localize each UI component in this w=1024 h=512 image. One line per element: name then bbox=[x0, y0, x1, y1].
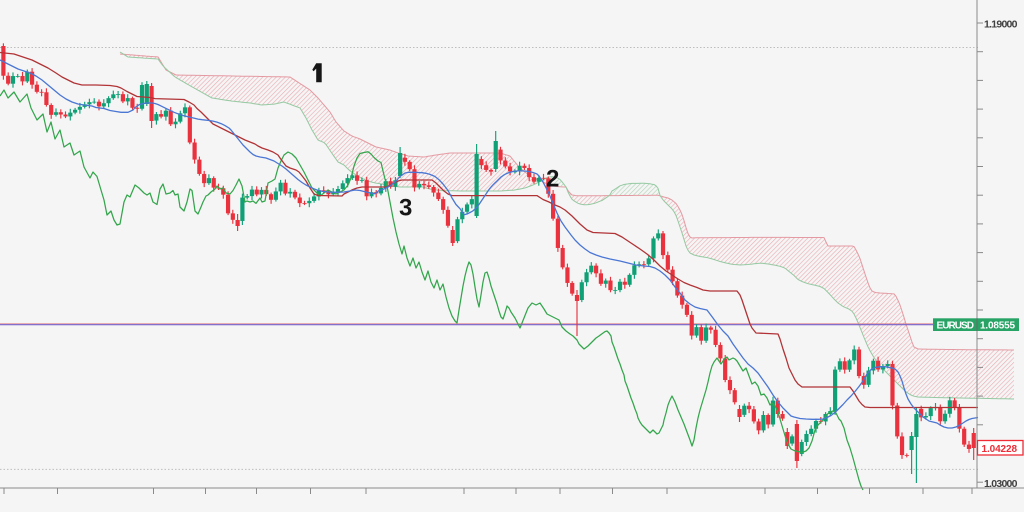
svg-text:EURUSD: EURUSD bbox=[937, 320, 975, 331]
svg-text:1.03000: 1.03000 bbox=[984, 478, 1018, 490]
svg-text:1.04228: 1.04228 bbox=[982, 444, 1018, 455]
svg-text:2: 2 bbox=[546, 166, 559, 193]
svg-text:1.19000: 1.19000 bbox=[984, 19, 1018, 31]
svg-text:1.08555: 1.08555 bbox=[980, 320, 1015, 331]
svg-text:3: 3 bbox=[399, 195, 412, 222]
